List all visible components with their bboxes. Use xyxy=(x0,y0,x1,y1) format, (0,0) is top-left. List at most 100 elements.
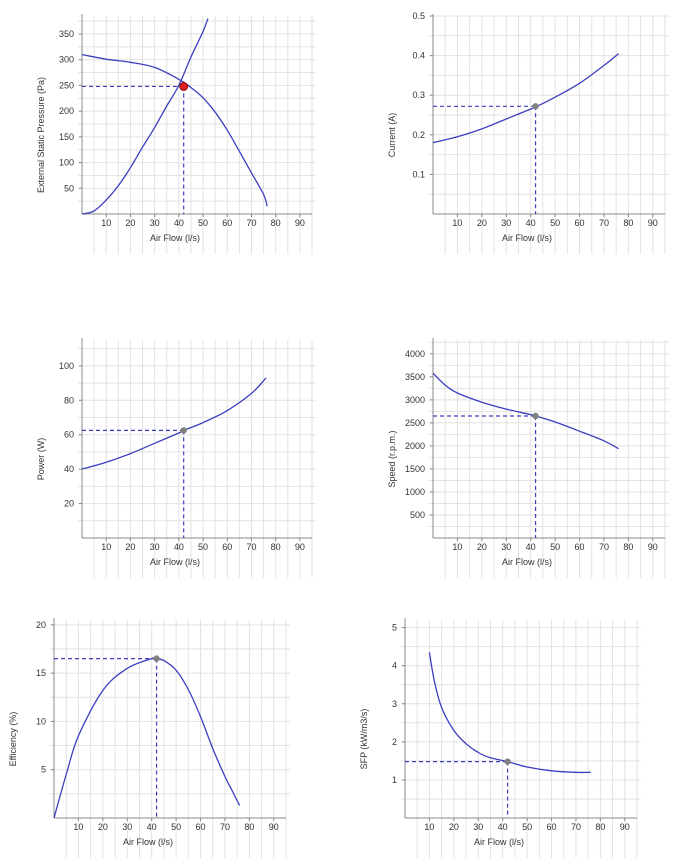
chart-1: 10 20 30 40 50 60 70 80 90 50 100 150 200 250 300 350 Ai… xyxy=(36,14,316,254)
y-tick-label: 2500 xyxy=(405,418,425,428)
y-tick-label: 4 xyxy=(392,661,397,671)
x-tick-label: 60 xyxy=(196,822,206,832)
y-tick-label: 250 xyxy=(59,80,74,90)
x-tick-label: 50 xyxy=(171,822,181,832)
y-tick-label: 500 xyxy=(410,510,425,520)
y-tick-label: 1000 xyxy=(405,487,425,497)
chart-3: 10 20 30 40 50 60 70 80 90 20 40 60 80 100 Air Flow (l… xyxy=(36,338,316,578)
x-tick-label: 60 xyxy=(575,542,585,552)
x-tick-label: 20 xyxy=(125,542,135,552)
x-tick-label: 70 xyxy=(599,542,609,552)
x-tick-label: 70 xyxy=(220,822,230,832)
y-tick-label: 5 xyxy=(41,765,46,775)
x-tick-label: 60 xyxy=(222,218,232,228)
x-tick-label: 90 xyxy=(269,822,279,832)
x-axis-label: Air Flow (l/s) xyxy=(123,837,173,847)
x-tick-label: 10 xyxy=(424,822,434,832)
series-line xyxy=(428,652,591,774)
x-tick-label: 30 xyxy=(122,822,132,832)
y-tick-label: 0.1 xyxy=(412,169,425,179)
x-tick-label: 90 xyxy=(648,218,658,228)
y-tick-label: 40 xyxy=(64,464,74,474)
x-tick-label: 70 xyxy=(246,542,256,552)
x-tick-label: 90 xyxy=(648,542,658,552)
operating-point xyxy=(180,427,187,434)
x-tick-label: 10 xyxy=(101,542,111,552)
x-tick-label: 80 xyxy=(595,822,605,832)
operating-point xyxy=(532,103,539,110)
x-tick-label: 90 xyxy=(295,218,305,228)
x-tick-label: 50 xyxy=(522,822,532,832)
x-tick-label: 30 xyxy=(501,218,511,228)
y-tick-label: 0.2 xyxy=(412,130,425,140)
x-tick-label: 40 xyxy=(174,542,184,552)
x-tick-label: 30 xyxy=(501,542,511,552)
chart-4: 10 20 30 40 50 60 70 80 90 500 1000 1500 2000 2500 300… xyxy=(387,338,669,578)
series-line xyxy=(53,657,241,819)
x-tick-label: 10 xyxy=(101,218,111,228)
y-axis-label: External Static Pressure (Pa) xyxy=(36,77,46,193)
x-tick-label: 30 xyxy=(150,542,160,552)
x-tick-label: 20 xyxy=(125,218,135,228)
y-tick-label: 15 xyxy=(36,668,46,678)
x-tick-label: 60 xyxy=(575,218,585,228)
y-axis-label: Power (W) xyxy=(36,438,46,481)
y-axis-label: SFP (kW/m3/s) xyxy=(359,709,369,770)
y-tick-label: 1500 xyxy=(405,464,425,474)
operating-point xyxy=(504,758,511,765)
x-tick-label: 80 xyxy=(623,218,633,228)
series-line xyxy=(81,377,267,470)
y-tick-label: 10 xyxy=(36,716,46,726)
x-tick-label: 20 xyxy=(477,218,487,228)
series-line xyxy=(81,53,268,207)
y-tick-label: 20 xyxy=(36,620,46,630)
operating-point xyxy=(179,82,189,91)
x-tick-label: 50 xyxy=(550,542,560,552)
x-tick-label: 70 xyxy=(599,218,609,228)
chart-6: 10 20 30 40 50 60 70 80 90 1 2 3 4 5 Air Flow (l/s) SFP… xyxy=(359,618,641,858)
y-tick-label: 5 xyxy=(392,623,397,633)
x-axis-label: Air Flow (l/s) xyxy=(150,557,200,567)
x-axis-label: Air Flow (l/s) xyxy=(502,233,552,243)
y-tick-label: 60 xyxy=(64,430,74,440)
operating-point xyxy=(532,412,539,420)
x-tick-label: 50 xyxy=(550,218,560,228)
x-tick-label: 80 xyxy=(623,542,633,552)
series-line xyxy=(432,53,620,144)
grid xyxy=(429,15,669,254)
operating-point xyxy=(153,655,160,662)
x-tick-label: 70 xyxy=(246,218,256,228)
x-tick-label: 90 xyxy=(295,542,305,552)
x-tick-label: 20 xyxy=(477,542,487,552)
x-tick-label: 20 xyxy=(449,822,459,832)
y-tick-label: 4000 xyxy=(405,349,425,359)
x-tick-label: 70 xyxy=(571,822,581,832)
x-tick-label: 60 xyxy=(547,822,557,832)
x-tick-label: 40 xyxy=(147,822,157,832)
x-tick-label: 60 xyxy=(222,542,232,552)
x-axis-label: Air Flow (l/s) xyxy=(474,837,524,847)
x-tick-label: 10 xyxy=(452,542,462,552)
y-axis-label: Efficiency (%) xyxy=(8,712,18,767)
y-tick-label: 2000 xyxy=(405,441,425,451)
y-tick-label: 300 xyxy=(59,55,74,65)
y-tick-label: 3500 xyxy=(405,372,425,382)
x-tick-label: 80 xyxy=(271,542,281,552)
x-tick-label: 80 xyxy=(271,218,281,228)
x-tick-label: 40 xyxy=(174,218,184,228)
y-tick-label: 20 xyxy=(64,499,74,509)
y-tick-label: 350 xyxy=(59,29,74,39)
x-tick-label: 10 xyxy=(73,822,83,832)
y-tick-label: 100 xyxy=(59,158,74,168)
x-axis-label: Air Flow (l/s) xyxy=(150,233,200,243)
y-tick-label: 0.4 xyxy=(412,51,425,61)
chart-2: 10 20 30 40 50 60 70 80 90 0.1 0.2 0.3 0.4 0.5 Air Flo… xyxy=(387,11,669,254)
x-tick-label: 90 xyxy=(620,822,630,832)
y-tick-label: 150 xyxy=(59,132,74,142)
y-tick-label: 2 xyxy=(392,737,397,747)
y-tick-label: 3000 xyxy=(405,395,425,405)
y-tick-label: 50 xyxy=(64,183,74,193)
x-tick-label: 80 xyxy=(244,822,254,832)
x-tick-label: 40 xyxy=(498,822,508,832)
